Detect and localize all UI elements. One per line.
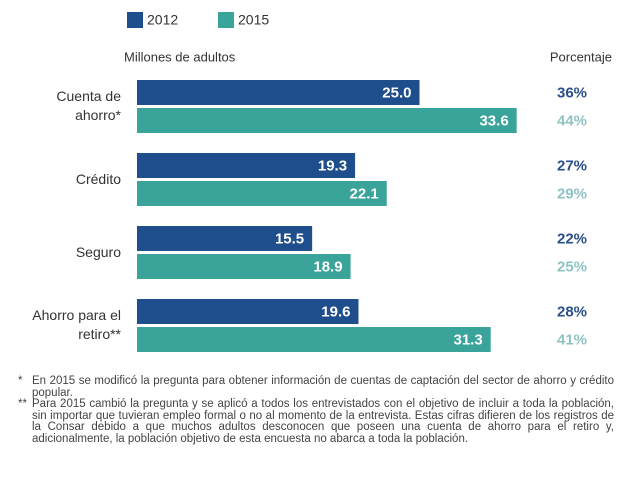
- value-label: 19.6: [321, 303, 350, 320]
- value-label: 31.3: [453, 331, 482, 348]
- value-label: 15.5: [275, 230, 304, 247]
- percentage-label: 28%: [557, 303, 587, 320]
- bar: [137, 153, 356, 178]
- footnote-marker: **: [18, 398, 27, 410]
- category-label: Cuenta de ahorro*: [56, 88, 121, 123]
- category-label: Crédito: [75, 170, 121, 187]
- category-label: Ahorro para el retiro**: [32, 307, 121, 342]
- percentage-label: 36%: [557, 84, 587, 101]
- bar: [137, 327, 491, 352]
- legend-label: 2015: [238, 12, 269, 28]
- percentage-label: 44%: [557, 112, 587, 129]
- right-axis-label: Porcentaje: [550, 49, 612, 64]
- left-axis-label: Millones de adultos: [124, 49, 236, 64]
- legend-label: 2012: [147, 12, 178, 28]
- footnote-text: Para 2015 cambió la pregunta y se aplicó…: [32, 398, 614, 445]
- legend-swatch: [218, 12, 234, 28]
- bar: [137, 299, 359, 324]
- footnote: * En 2015 se modificó la pregunta para ob…: [18, 375, 614, 399]
- bar: [137, 181, 387, 206]
- value-label: 19.3: [318, 157, 347, 174]
- footnote-marker: *: [18, 375, 23, 387]
- value-label: 25.0: [382, 84, 411, 101]
- value-label: 22.1: [350, 185, 379, 202]
- footnote-text: En 2015 se modificó la pregunta para obt…: [32, 375, 614, 399]
- value-label: 33.6: [479, 112, 508, 129]
- percentage-label: 41%: [557, 331, 587, 348]
- bar: [137, 80, 420, 105]
- percentage-label: 27%: [557, 157, 587, 174]
- percentage-label: 25%: [557, 258, 587, 275]
- footnote: ** Para 2015 cambió la pregunta y se apli…: [18, 398, 614, 445]
- bar: [137, 226, 313, 251]
- bar: [137, 108, 517, 133]
- legend-swatch: [127, 12, 143, 28]
- value-label: 18.9: [313, 258, 342, 275]
- chart: Millones de adultos Porcentaje 2012 2015 2…: [124, 12, 612, 352]
- category-label: Seguro: [75, 243, 121, 260]
- percentage-label: 29%: [557, 185, 587, 202]
- percentage-label: 22%: [557, 230, 587, 247]
- bar: [137, 254, 351, 279]
